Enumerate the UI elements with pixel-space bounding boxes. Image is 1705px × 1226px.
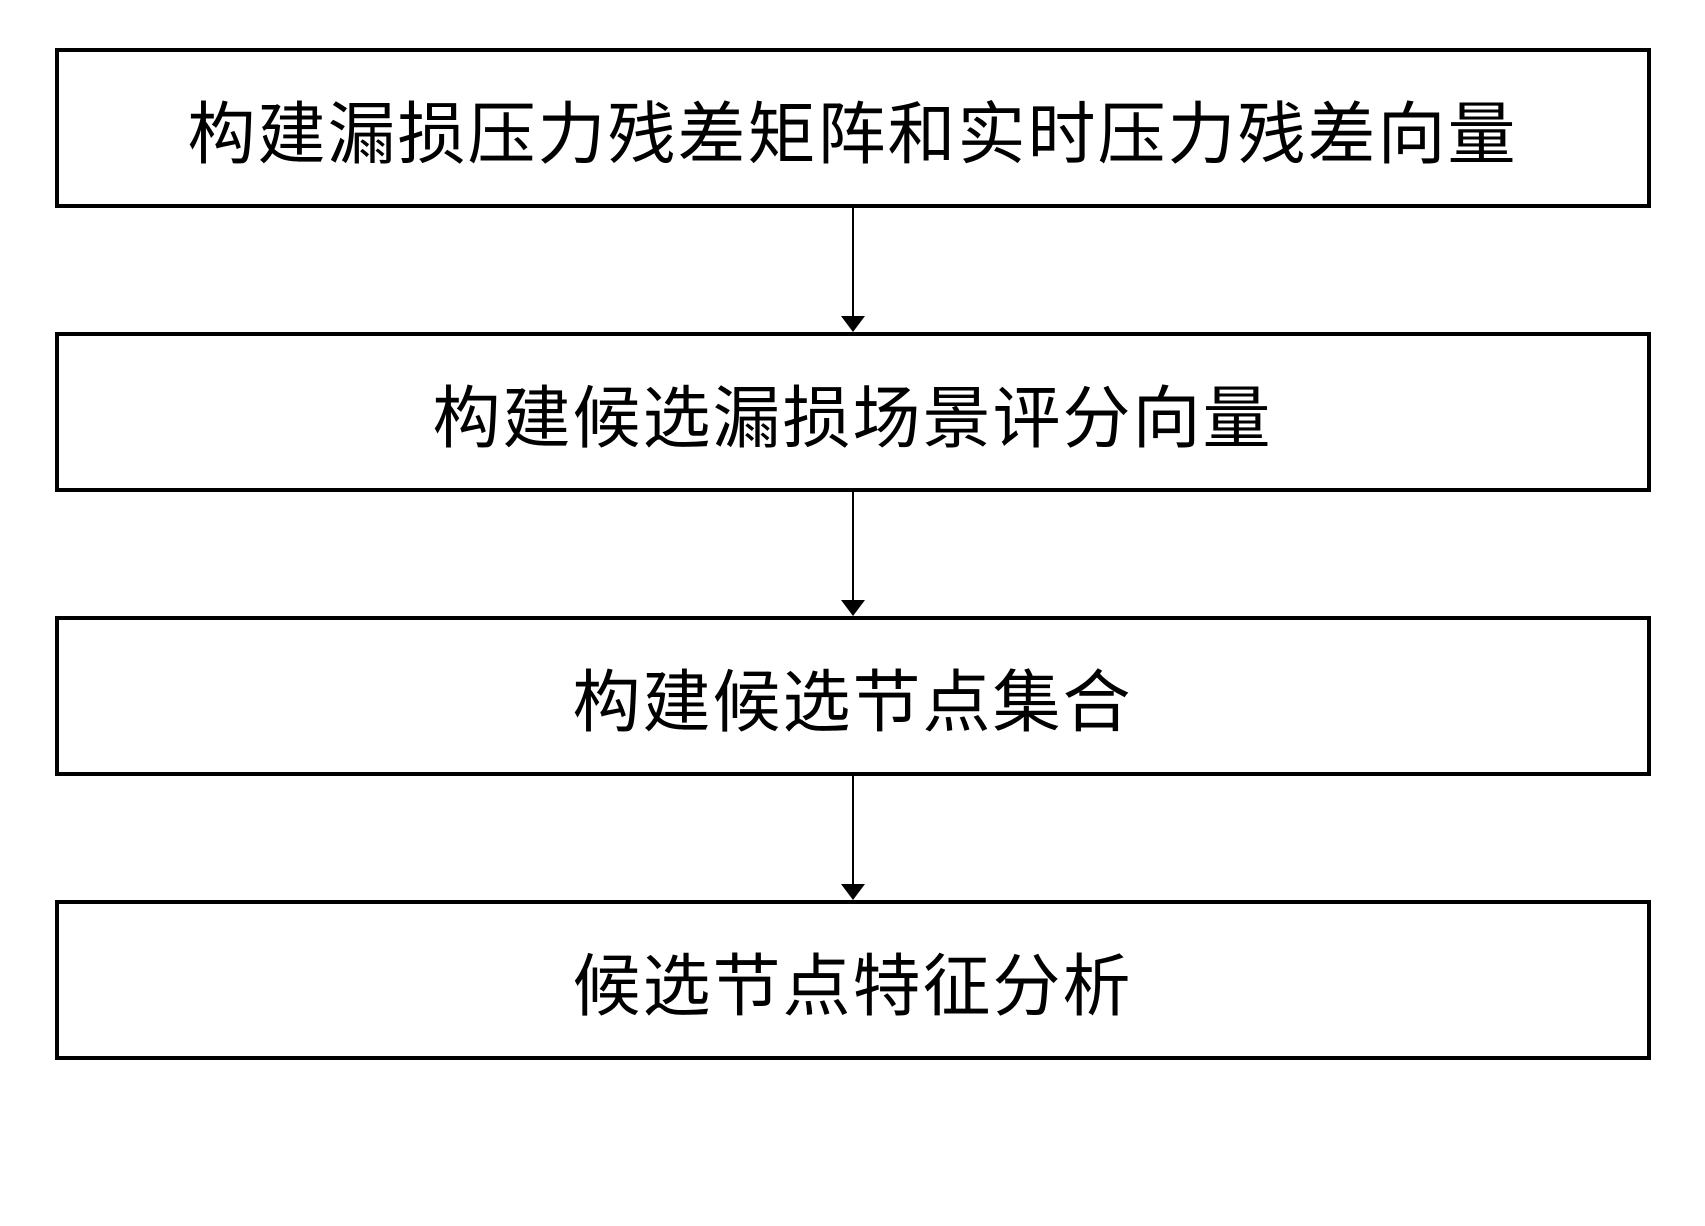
flowchart-box-3: 构建候选节点集合 bbox=[55, 616, 1651, 776]
arrow-head-2 bbox=[841, 600, 865, 616]
flowchart-box-1: 构建漏损压力残差矩阵和实时压力残差向量 bbox=[55, 48, 1651, 208]
flowchart-box-2: 构建候选漏损场景评分向量 bbox=[55, 332, 1651, 492]
box-text-1: 构建漏损压力残差矩阵和实时压力残差向量 bbox=[187, 79, 1517, 178]
arrow-line-2 bbox=[852, 492, 854, 600]
arrow-1 bbox=[841, 208, 865, 332]
arrow-head-1 bbox=[841, 316, 865, 332]
arrow-line-3 bbox=[852, 776, 854, 884]
box-text-3: 构建候选节点集合 bbox=[572, 647, 1132, 746]
flowchart-box-4: 候选节点特征分析 bbox=[55, 900, 1651, 1060]
box-text-2: 构建候选漏损场景评分向量 bbox=[432, 363, 1272, 462]
arrow-line-1 bbox=[852, 208, 854, 316]
arrow-head-3 bbox=[841, 884, 865, 900]
arrow-3 bbox=[841, 776, 865, 900]
arrow-2 bbox=[841, 492, 865, 616]
box-text-4: 候选节点特征分析 bbox=[572, 931, 1132, 1030]
